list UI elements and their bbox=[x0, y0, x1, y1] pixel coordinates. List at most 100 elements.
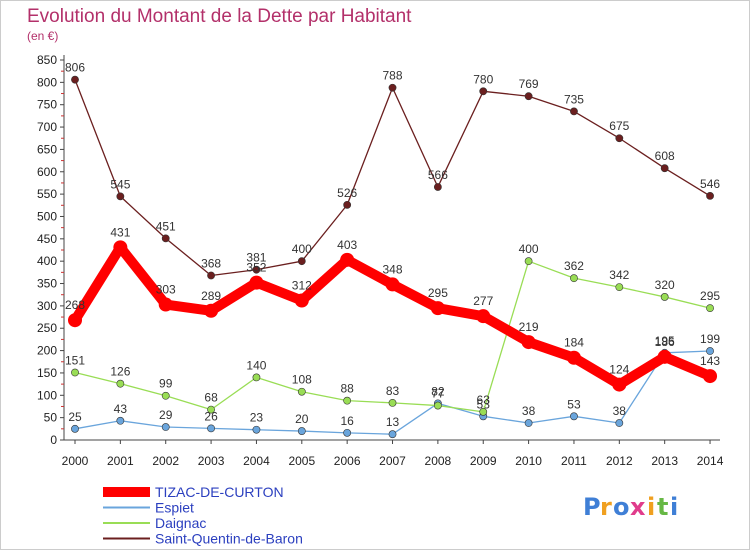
y-tick-label: 800 bbox=[37, 75, 57, 89]
y-tick-label: 700 bbox=[37, 120, 57, 134]
data-label: 20 bbox=[295, 412, 309, 426]
data-label: 381 bbox=[246, 251, 266, 265]
data-point bbox=[343, 428, 352, 437]
data-label: 546 bbox=[700, 177, 720, 191]
data-label: 289 bbox=[201, 289, 221, 303]
data-label: 38 bbox=[613, 404, 627, 418]
data-label: 29 bbox=[159, 408, 173, 422]
data-point bbox=[252, 373, 261, 382]
data-label: 88 bbox=[340, 382, 354, 396]
data-point bbox=[116, 192, 125, 201]
data-point bbox=[476, 309, 491, 324]
data-point bbox=[252, 265, 261, 274]
data-point bbox=[706, 192, 714, 200]
data-label: 68 bbox=[204, 391, 218, 405]
data-point bbox=[479, 407, 488, 416]
data-label: 13 bbox=[386, 415, 400, 429]
data-point bbox=[612, 377, 627, 392]
data-label: 735 bbox=[564, 92, 584, 106]
data-label: 566 bbox=[428, 168, 448, 182]
x-tick-label: 2003 bbox=[198, 454, 225, 468]
data-label: 320 bbox=[655, 278, 675, 292]
data-point bbox=[430, 301, 445, 316]
legend: TIZAC-DE-CURTONEspietDaignacSaint-Quenti… bbox=[103, 484, 303, 547]
data-point bbox=[113, 240, 128, 255]
data-point bbox=[433, 183, 442, 191]
data-point bbox=[116, 416, 125, 425]
series-saint-quentin-de-baron: 806 545 451 368 381 400 526 788 566 780 769 735 675 6… bbox=[65, 61, 720, 280]
brand-letter: x bbox=[630, 493, 646, 521]
data-point bbox=[71, 368, 79, 377]
axes: 0 50 100 150 200 250 300 350 400 450 500 550 600 650 7… bbox=[37, 53, 724, 468]
series-layer: 806 545 451 368 381 400 526 788 566 780 769 735 675 6… bbox=[65, 61, 720, 439]
chart-title: Evolution du Montant de la Dette par Hab… bbox=[27, 6, 412, 27]
chart-subtitle: (en €) bbox=[27, 29, 58, 43]
x-tick-label: 2002 bbox=[152, 454, 179, 468]
y-tick-label: 300 bbox=[37, 299, 57, 313]
data-label: 431 bbox=[110, 225, 130, 239]
data-label: 526 bbox=[337, 186, 357, 200]
legend-label: Daignac bbox=[155, 515, 206, 531]
data-point bbox=[249, 275, 264, 290]
data-label: 268 bbox=[65, 298, 85, 312]
data-label: 352 bbox=[246, 261, 266, 275]
data-point bbox=[204, 303, 219, 318]
data-point bbox=[388, 83, 397, 92]
brand-letter: i bbox=[670, 493, 678, 521]
data-label: 186 bbox=[655, 335, 675, 349]
data-point bbox=[524, 92, 533, 101]
data-point bbox=[706, 304, 714, 313]
data-label: 126 bbox=[110, 365, 130, 379]
data-point bbox=[297, 427, 306, 435]
data-label: 219 bbox=[519, 320, 539, 334]
data-label: 99 bbox=[159, 377, 173, 391]
data-label: 806 bbox=[65, 61, 85, 75]
x-tick-label: 2005 bbox=[288, 454, 315, 468]
data-point bbox=[340, 252, 355, 267]
y-tick-label: 250 bbox=[37, 321, 57, 335]
data-label: 77 bbox=[431, 387, 445, 401]
data-point bbox=[388, 430, 397, 439]
data-label: 23 bbox=[250, 411, 264, 425]
data-label: 780 bbox=[473, 72, 493, 86]
data-point bbox=[116, 379, 125, 388]
x-tick-label: 2006 bbox=[334, 454, 361, 468]
data-point bbox=[161, 391, 170, 400]
data-point bbox=[660, 293, 669, 301]
data-label: 608 bbox=[655, 149, 675, 163]
legend-label: TIZAC-DE-CURTON bbox=[155, 484, 284, 500]
x-tick-label: 2010 bbox=[515, 454, 542, 468]
x-tick-label: 2001 bbox=[107, 454, 134, 468]
data-point bbox=[68, 313, 82, 328]
x-tick-label: 2013 bbox=[651, 454, 678, 468]
series-daignac: 151 126 99 68 140 108 88 83 77 63 400 362 342 320 295 bbox=[65, 242, 720, 416]
data-label: 675 bbox=[609, 119, 629, 133]
x-tick-label: 2012 bbox=[606, 454, 633, 468]
data-label: 43 bbox=[114, 402, 128, 416]
y-tick-label: 600 bbox=[37, 165, 57, 179]
data-label: 83 bbox=[386, 384, 400, 398]
data-point bbox=[433, 401, 442, 410]
data-point bbox=[570, 107, 578, 116]
data-label: 199 bbox=[700, 332, 720, 346]
data-point bbox=[615, 419, 624, 427]
x-tick-label: 2004 bbox=[243, 454, 270, 468]
data-point bbox=[207, 424, 215, 433]
brand-letter: t bbox=[657, 493, 668, 521]
data-point bbox=[703, 369, 718, 384]
data-point bbox=[385, 277, 400, 292]
y-tick-label: 750 bbox=[37, 98, 57, 112]
data-label: 348 bbox=[383, 262, 403, 276]
brand-letter: o bbox=[613, 493, 630, 521]
data-point bbox=[207, 271, 215, 280]
legend-label: Espiet bbox=[155, 500, 194, 516]
data-point bbox=[570, 274, 578, 283]
data-label: 63 bbox=[477, 393, 491, 407]
data-label: 184 bbox=[564, 336, 584, 350]
data-point bbox=[207, 405, 215, 414]
data-point bbox=[524, 419, 533, 427]
x-tick-label: 2011 bbox=[561, 454, 587, 468]
data-label: 362 bbox=[564, 259, 584, 273]
data-label: 400 bbox=[519, 242, 539, 256]
